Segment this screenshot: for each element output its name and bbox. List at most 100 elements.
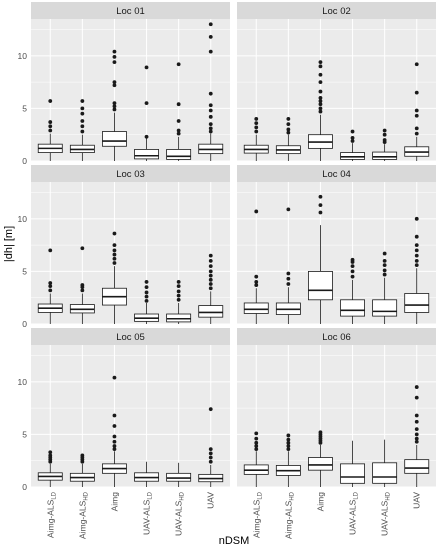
outlier-point [350, 264, 355, 269]
outlier-point [208, 103, 213, 108]
outlier-point [208, 114, 213, 119]
facet-strip [31, 328, 230, 345]
outlier-point [48, 450, 53, 455]
outlier-point [414, 263, 419, 267]
outlier-point [176, 62, 181, 67]
outlier-point [414, 253, 419, 258]
outlier-point [414, 419, 419, 424]
x-tick-label-main: Aimg-ALS [45, 499, 55, 538]
box-5 [198, 253, 224, 324]
box-0 [243, 431, 269, 487]
outlier-point [318, 194, 323, 199]
outlier-point [254, 280, 259, 284]
x-tick-label-subscript: LD [148, 491, 154, 499]
box-iqr [372, 299, 398, 317]
outlier-point [208, 91, 213, 96]
outlier-point [80, 119, 85, 123]
outlier-point [80, 99, 85, 103]
x-tick-label: Aimg-ALSLD [45, 491, 57, 538]
outlier-point [414, 131, 419, 136]
outlier-point [80, 111, 85, 116]
outlier-point [350, 257, 355, 262]
outlier-point [112, 375, 117, 380]
box-5 [404, 385, 430, 487]
outlier-point [176, 280, 181, 284]
outlier-point [286, 440, 291, 445]
outlier-point [318, 99, 323, 103]
x-tick-label: UAV-ALSHD [174, 491, 186, 536]
outlier-point [208, 286, 213, 291]
outlier-point [350, 135, 355, 140]
x-tick-label-main: Aimg [109, 492, 119, 512]
outlier-point [318, 109, 323, 114]
outlier-point [176, 284, 181, 289]
outlier-point [112, 252, 117, 257]
x-tick-label-main: UAV-ALS [348, 499, 358, 535]
outlier-point [176, 293, 181, 298]
box-iqr [404, 459, 430, 474]
outlier-point [208, 129, 213, 134]
box-4 [166, 280, 192, 324]
box-4 [372, 128, 398, 161]
box-iqr [404, 293, 430, 313]
box-3 [134, 65, 159, 161]
outlier-point [112, 243, 117, 248]
x-tick-label: UAV [412, 492, 422, 509]
box-2 [102, 231, 127, 324]
outlier-point [254, 125, 259, 130]
facet-strip-title: Loc 04 [322, 169, 351, 180]
outlier-point [48, 128, 53, 133]
panel-background [237, 182, 436, 324]
outlier-point [414, 432, 419, 437]
x-tick-label: Aimg-ALSHD [77, 491, 89, 539]
box-3 [134, 461, 159, 487]
outlier-point [350, 269, 355, 274]
outlier-point [48, 281, 53, 285]
y-tick-label: 5 [22, 103, 27, 113]
facet-strip [237, 2, 436, 19]
outlier-point [112, 60, 117, 65]
outlier-point [254, 440, 259, 445]
outlier-point [208, 451, 213, 456]
outlier-point [382, 128, 387, 133]
outlier-point [286, 271, 291, 276]
outlier-point [48, 248, 53, 253]
outlier-point [318, 95, 323, 100]
x-tick-label-subscript: LD [354, 491, 360, 499]
y-tick-labels: 0 5 10 0 5 10 0 5 10 [18, 51, 28, 492]
facet-panel: Loc 01 [31, 2, 230, 162]
outlier-point [414, 436, 419, 441]
outlier-point [414, 258, 419, 263]
x-tick-label: Aimg [109, 492, 119, 512]
x-tick-label-subscript: HD [180, 491, 186, 500]
facet-strip [31, 2, 230, 19]
panel-background [31, 182, 230, 324]
outlier-point [286, 122, 291, 127]
outlier-point [208, 407, 213, 412]
box-0 [37, 248, 63, 324]
x-tick-label-main: Aimg [315, 492, 325, 512]
box-iqr [372, 151, 398, 160]
outlier-point [254, 209, 259, 214]
outlier-point [208, 122, 213, 127]
outlier-point [350, 274, 355, 279]
outlier-point [208, 459, 213, 464]
outlier-point [208, 455, 213, 460]
x-tick-label-main: UAV-ALS [142, 499, 152, 535]
x-tick-label-subscript: HD [289, 491, 295, 500]
outlier-point [382, 138, 387, 142]
outlier-point [176, 131, 181, 136]
x-tick-label-subscript: LD [51, 491, 57, 499]
box-4 [372, 251, 398, 324]
outlier-point [208, 126, 213, 131]
outlier-point [176, 128, 181, 133]
box-iqr [166, 149, 192, 160]
facet-strip [237, 165, 436, 182]
facet-panels: Loc 01 Loc 02 Loc 03 Loc 04 Loc 05 Loc 06 [31, 2, 436, 488]
outlier-point [112, 104, 117, 109]
outlier-point [144, 65, 149, 70]
outlier-point [112, 424, 117, 428]
box-2 [308, 194, 333, 324]
outlier-point [414, 413, 419, 418]
